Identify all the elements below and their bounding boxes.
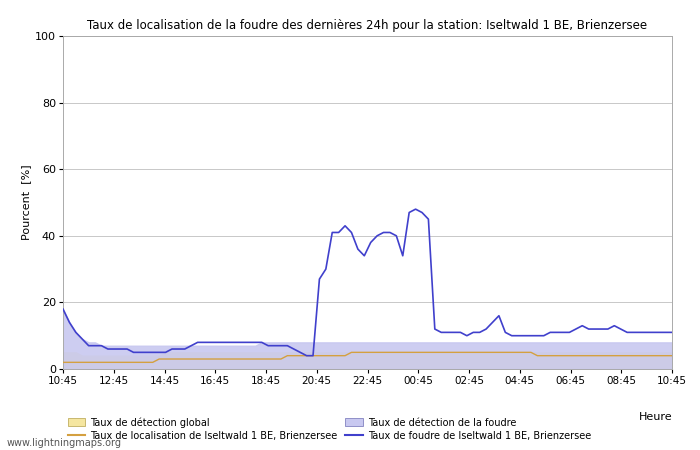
Text: www.lightningmaps.org: www.lightningmaps.org	[7, 438, 122, 448]
Legend: Taux de détection global, Taux de localisation de Iseltwald 1 BE, Brienzersee, T: Taux de détection global, Taux de locali…	[68, 417, 591, 441]
Y-axis label: Pourcent  [%]: Pourcent [%]	[21, 165, 31, 240]
Title: Taux de localisation de la foudre des dernières 24h pour la station: Iseltwald 1: Taux de localisation de la foudre des de…	[88, 19, 648, 32]
Text: Heure: Heure	[638, 412, 672, 422]
